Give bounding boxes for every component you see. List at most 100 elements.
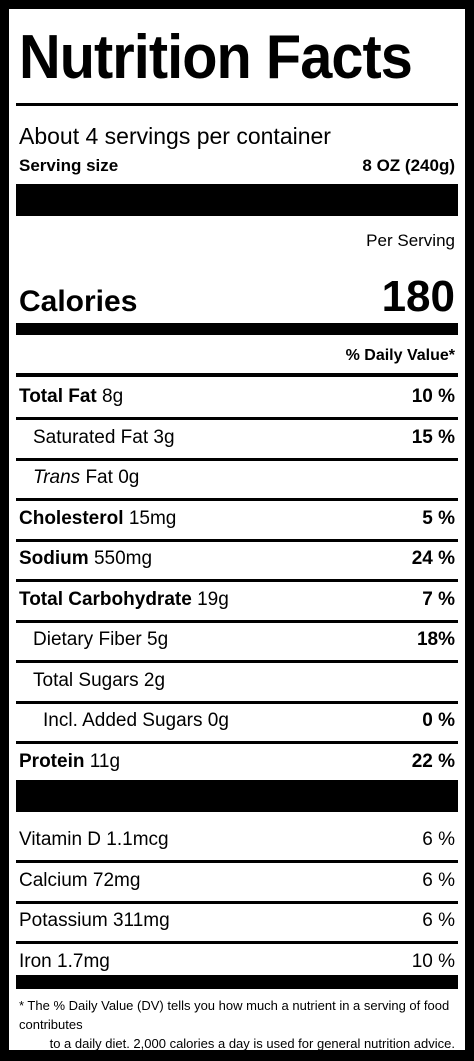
divider bbox=[16, 373, 458, 377]
footnote-line-1: * The % Daily Value (DV) tells you how m… bbox=[19, 998, 450, 1032]
nutrient-row: Trans Fat 0g bbox=[19, 458, 455, 498]
thick-divider bbox=[16, 184, 458, 216]
serving-size-row: Serving size 8 OZ (240g) bbox=[19, 156, 455, 176]
calories-label: Calories bbox=[19, 285, 138, 318]
row-divider bbox=[16, 458, 458, 461]
per-serving-label: Per Serving bbox=[366, 231, 455, 250]
medium-divider bbox=[16, 975, 458, 989]
nutrient-amount: 0g bbox=[118, 467, 140, 488]
vitamin-name: Iron 1.7mg bbox=[19, 951, 110, 973]
calories-value: 180 bbox=[381, 272, 455, 321]
vitamin-daily-value: 6 % bbox=[422, 910, 455, 931]
serving-size-value: 8 OZ (240g) bbox=[362, 156, 455, 175]
nutrient-name: Incl. Added Sugars 0g bbox=[19, 710, 229, 732]
footnote: * The % Daily Value (DV) tells you how m… bbox=[19, 996, 455, 1053]
daily-value-header: % Daily Value* bbox=[345, 347, 455, 364]
nutrient-label: Total Fat bbox=[19, 386, 97, 407]
nutrient-name: Saturated Fat 3g bbox=[19, 427, 175, 449]
vitamin-amount: 72mg bbox=[92, 870, 141, 891]
thick-divider bbox=[16, 780, 458, 812]
nutrient-name: Trans Fat 0g bbox=[19, 467, 139, 489]
nutrient-amount: 2g bbox=[143, 670, 166, 691]
vitamin-label: Iron bbox=[19, 951, 52, 972]
vitamin-label: Vitamin D bbox=[19, 829, 102, 850]
nutrient-amount: 0g bbox=[207, 710, 229, 731]
nutrient-name: Protein 11g bbox=[19, 751, 120, 773]
row-divider bbox=[16, 417, 458, 420]
nutrient-label: Total Carbohydrate bbox=[19, 589, 192, 610]
row-divider bbox=[16, 579, 458, 582]
nutrient-label: Cholesterol bbox=[19, 508, 124, 529]
medium-divider bbox=[16, 323, 458, 335]
nutrient-name: Total Fat 8g bbox=[19, 386, 123, 408]
vitamin-name: Vitamin D 1.1mcg bbox=[19, 829, 169, 851]
nutrient-row: Saturated Fat 3g 15 % bbox=[19, 418, 455, 458]
nutrient-row: Dietary Fiber 5g 18% bbox=[19, 620, 455, 660]
vitamin-amount: 1.7mg bbox=[57, 951, 110, 972]
vitamin-label: Potassium bbox=[19, 910, 108, 931]
label-title: Nutrition Facts bbox=[19, 23, 413, 92]
vitamin-daily-value: 6 % bbox=[422, 829, 455, 850]
row-divider bbox=[16, 660, 458, 663]
vitamin-daily-value: 10 % bbox=[411, 951, 455, 972]
nutrient-name: Total Sugars 2g bbox=[19, 670, 165, 692]
nutrient-row: Total Fat 8g 10 % bbox=[19, 377, 455, 417]
row-divider bbox=[16, 741, 458, 744]
nutrient-daily-value: 18% bbox=[416, 629, 455, 650]
vitamin-label: Calcium bbox=[19, 870, 88, 891]
nutrient-name: Sodium 550mg bbox=[19, 548, 152, 570]
vitamin-name: Potassium 311mg bbox=[19, 910, 170, 932]
nutrient-label: Protein bbox=[19, 751, 85, 772]
nutrient-amount: 550mg bbox=[93, 548, 153, 569]
nutrient-amount: 11g bbox=[89, 751, 121, 772]
nutrient-label: Total Sugars bbox=[33, 670, 139, 691]
divider bbox=[16, 103, 458, 106]
nutrient-label: Trans bbox=[33, 467, 81, 488]
row-divider bbox=[16, 860, 458, 863]
nutrition-label: Nutrition Facts About 4 servings per con… bbox=[9, 9, 465, 1053]
nutrient-daily-value: 22 % bbox=[411, 751, 455, 772]
nutrient-amount: 15mg bbox=[128, 508, 177, 529]
calories-row: Calories 180 bbox=[19, 275, 455, 319]
vitamin-row: Calcium 72mg 6 % bbox=[19, 861, 455, 901]
serving-size-label: Serving size bbox=[19, 156, 119, 175]
nutrient-daily-value: 10 % bbox=[411, 386, 455, 407]
vitamin-row: Potassium 311mg 6 % bbox=[19, 901, 455, 941]
footnote-line-2: to a daily diet. 2,000 calories a day is… bbox=[49, 1036, 455, 1051]
nutrient-name: Cholesterol 15mg bbox=[19, 508, 176, 530]
nutrient-daily-value: 24 % bbox=[411, 548, 455, 569]
row-divider bbox=[16, 498, 458, 501]
nutrient-label: Incl. Added Sugars bbox=[43, 710, 203, 731]
vitamin-name: Calcium 72mg bbox=[19, 870, 140, 892]
nutrient-row: Total Sugars 2g bbox=[19, 661, 455, 701]
vitamin-daily-value: 6 % bbox=[422, 870, 455, 891]
row-divider bbox=[16, 901, 458, 904]
row-divider bbox=[16, 620, 458, 623]
nutrient-label: Saturated Fat bbox=[33, 427, 149, 448]
nutrient-row: Sodium 550mg 24 % bbox=[19, 539, 455, 579]
servings-per-container: About 4 servings per container bbox=[19, 123, 331, 149]
nutrient-daily-value: 0 % bbox=[422, 710, 455, 731]
vitamin-row: Vitamin D 1.1mcg 6 % bbox=[19, 820, 455, 860]
vitamin-amount: 311mg bbox=[112, 910, 170, 931]
row-divider bbox=[16, 701, 458, 704]
vitamin-amount: 1.1mcg bbox=[106, 829, 169, 850]
nutrient-daily-value: 5 % bbox=[422, 508, 455, 529]
nutrient-row: Protein 11g 22 % bbox=[19, 742, 455, 782]
nutrient-label: Sodium bbox=[19, 548, 89, 569]
row-divider bbox=[16, 539, 458, 542]
row-divider bbox=[16, 941, 458, 944]
nutrient-amount: 5g bbox=[147, 629, 169, 650]
nutrient-name: Dietary Fiber 5g bbox=[19, 629, 168, 651]
nutrient-row: Cholesterol 15mg 5 % bbox=[19, 499, 455, 539]
vitamin-row: Iron 1.7mg 10 % bbox=[19, 942, 455, 982]
nutrient-label-rest: Fat bbox=[80, 467, 113, 488]
nutrient-amount: 19g bbox=[197, 589, 229, 610]
nutrient-amount: 8g bbox=[102, 386, 124, 407]
nutrient-row: Total Carbohydrate 19g 7 % bbox=[19, 580, 455, 620]
nutrient-daily-value: 15 % bbox=[411, 427, 455, 448]
nutrient-amount: 3g bbox=[153, 427, 175, 448]
nutrient-daily-value: 7 % bbox=[422, 589, 455, 610]
nutrient-name: Total Carbohydrate 19g bbox=[19, 589, 229, 611]
nutrient-row: Incl. Added Sugars 0g 0 % bbox=[19, 701, 455, 741]
